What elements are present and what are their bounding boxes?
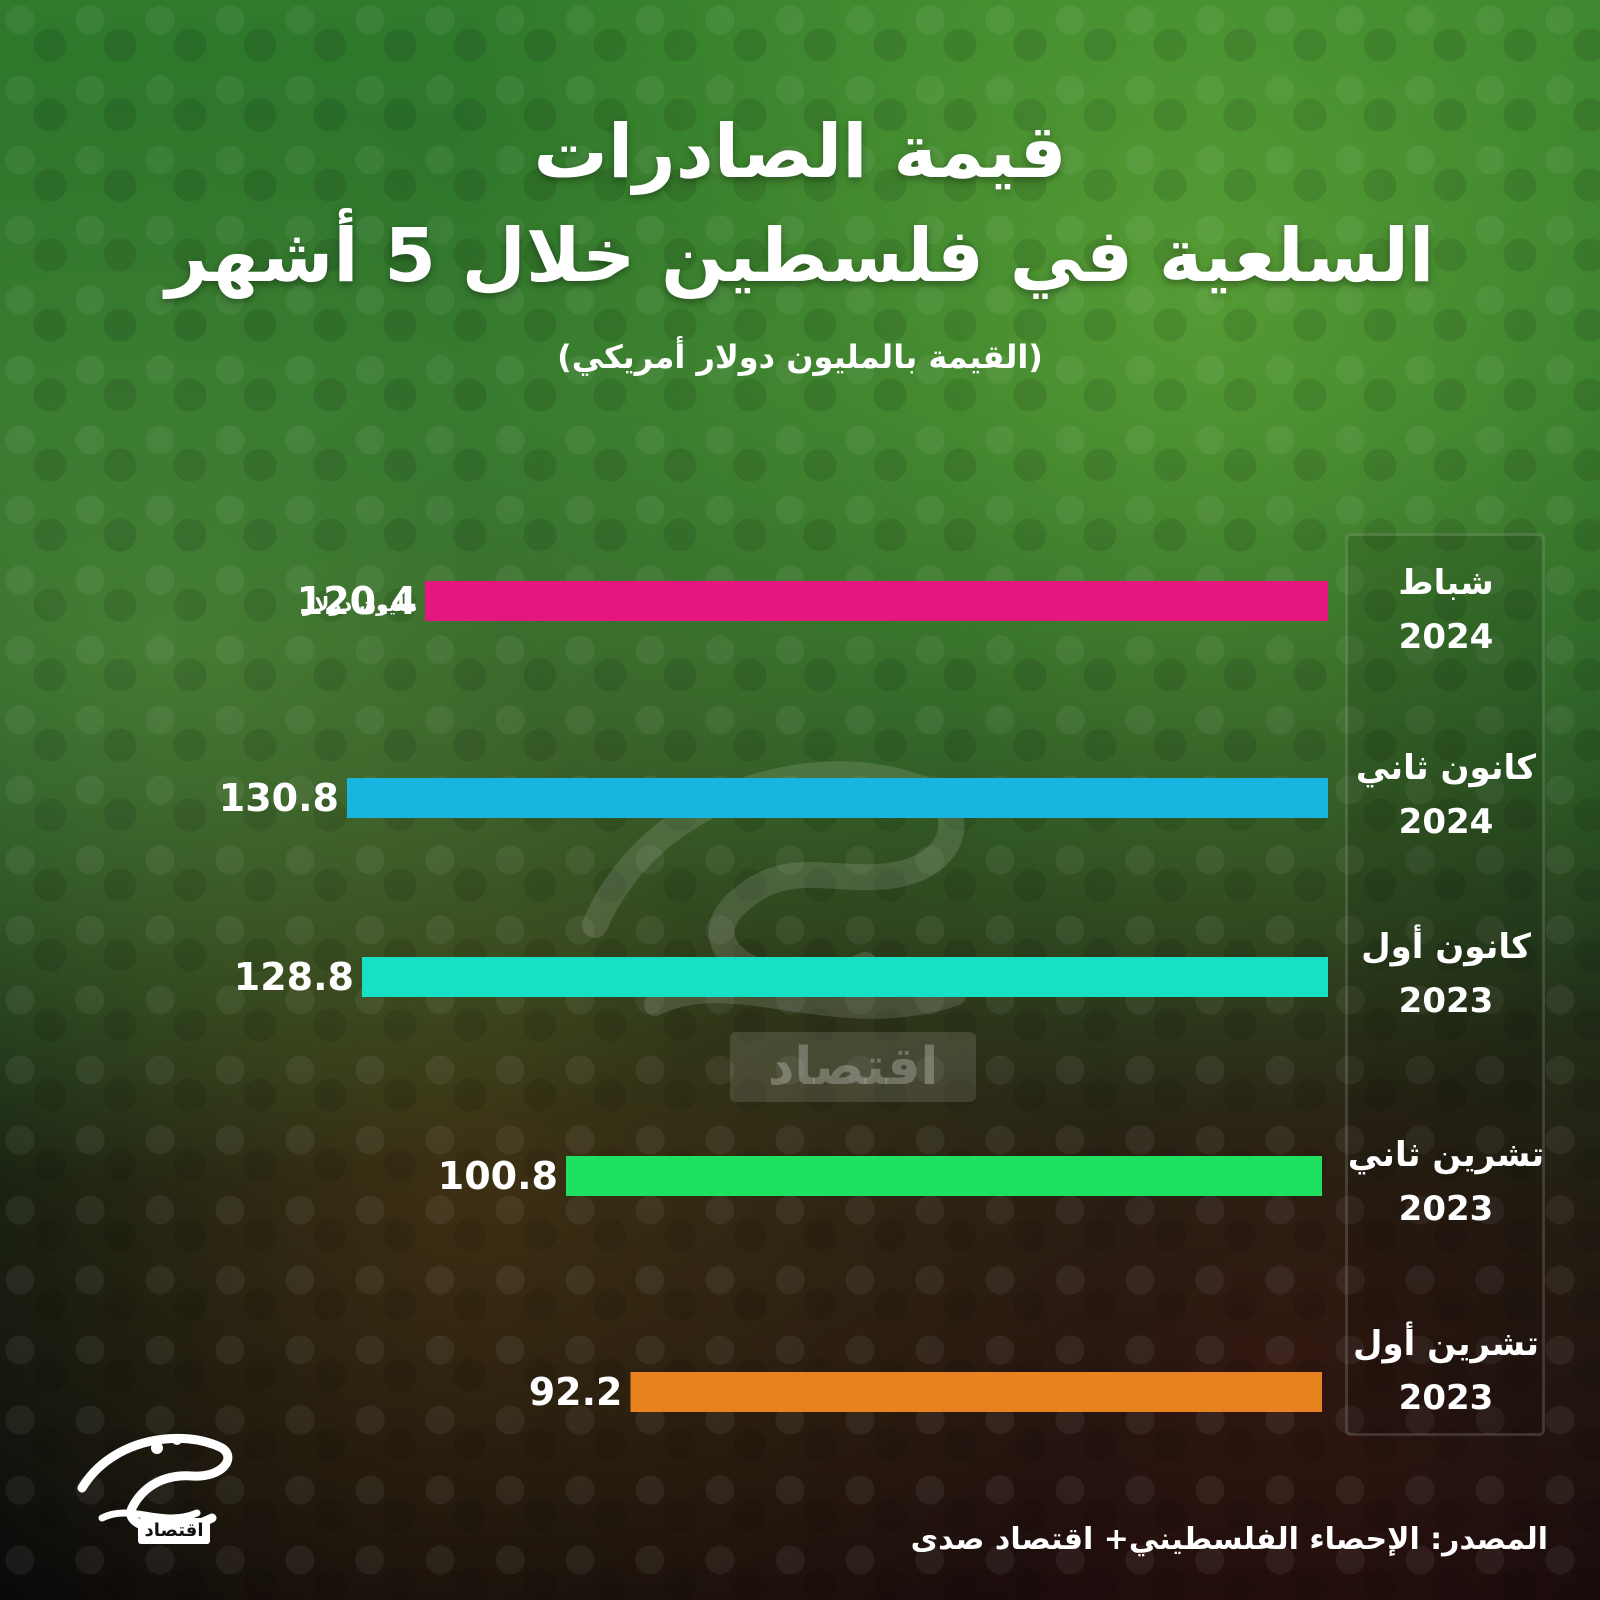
- chart-subtitle: (القيمة بالمليون دولار أمريكي): [557, 338, 1043, 376]
- category-year-1: 2024: [1398, 802, 1494, 842]
- source-credit: المصدر: الإحصاء الفلسطيني+ اقتصاد صدى: [910, 1522, 1548, 1557]
- watermark-text: اقتصاد: [730, 1032, 976, 1102]
- bar-1: [347, 778, 1328, 818]
- title-line-1: قيمة الصادرات: [533, 109, 1067, 195]
- logo-tag: اقتصاد: [138, 1518, 210, 1544]
- bar-0: [425, 581, 1328, 621]
- category-label-1: كانون ثاني 2024: [1338, 741, 1554, 849]
- category-label-0: شباط 2024: [1338, 556, 1554, 664]
- data-label-2: 128.8: [234, 955, 354, 999]
- bar-3: [566, 1156, 1322, 1196]
- category-label-4: تشرين أول 2023: [1338, 1317, 1554, 1425]
- data-label-3: 100.8: [438, 1154, 558, 1198]
- bar-2: [362, 957, 1328, 997]
- category-label-panel: [1345, 533, 1545, 1436]
- category-year-0: 2024: [1398, 617, 1494, 657]
- category-year-3: 2023: [1398, 1189, 1494, 1229]
- category-label-2: كانون أول 2023: [1338, 920, 1554, 1028]
- page-title: قيمة الصادرات السلعية في فلسطين خلال 5 أ…: [0, 100, 1600, 308]
- title-line-2: السلعية في فلسطين خلال 5 أشهر: [165, 213, 1435, 299]
- data-label-4: 92.2: [529, 1370, 623, 1414]
- category-year-4: 2023: [1398, 1378, 1494, 1418]
- category-month-3: تشرين ثاني: [1347, 1135, 1545, 1175]
- bar-4: [630, 1372, 1322, 1412]
- category-month-1: كانون ثاني: [1355, 748, 1537, 788]
- data-label-0: 120.4: [297, 579, 417, 623]
- category-month-4: تشرين أول: [1352, 1324, 1539, 1364]
- category-year-2: 2023: [1398, 981, 1494, 1021]
- category-month-2: كانون أول: [1361, 927, 1531, 967]
- unit-label: مليون دولار: [302, 592, 417, 616]
- category-month-0: شباط: [1398, 563, 1494, 603]
- data-label-1: 130.8: [219, 776, 339, 820]
- category-label-3: تشرين ثاني 2023: [1338, 1128, 1554, 1236]
